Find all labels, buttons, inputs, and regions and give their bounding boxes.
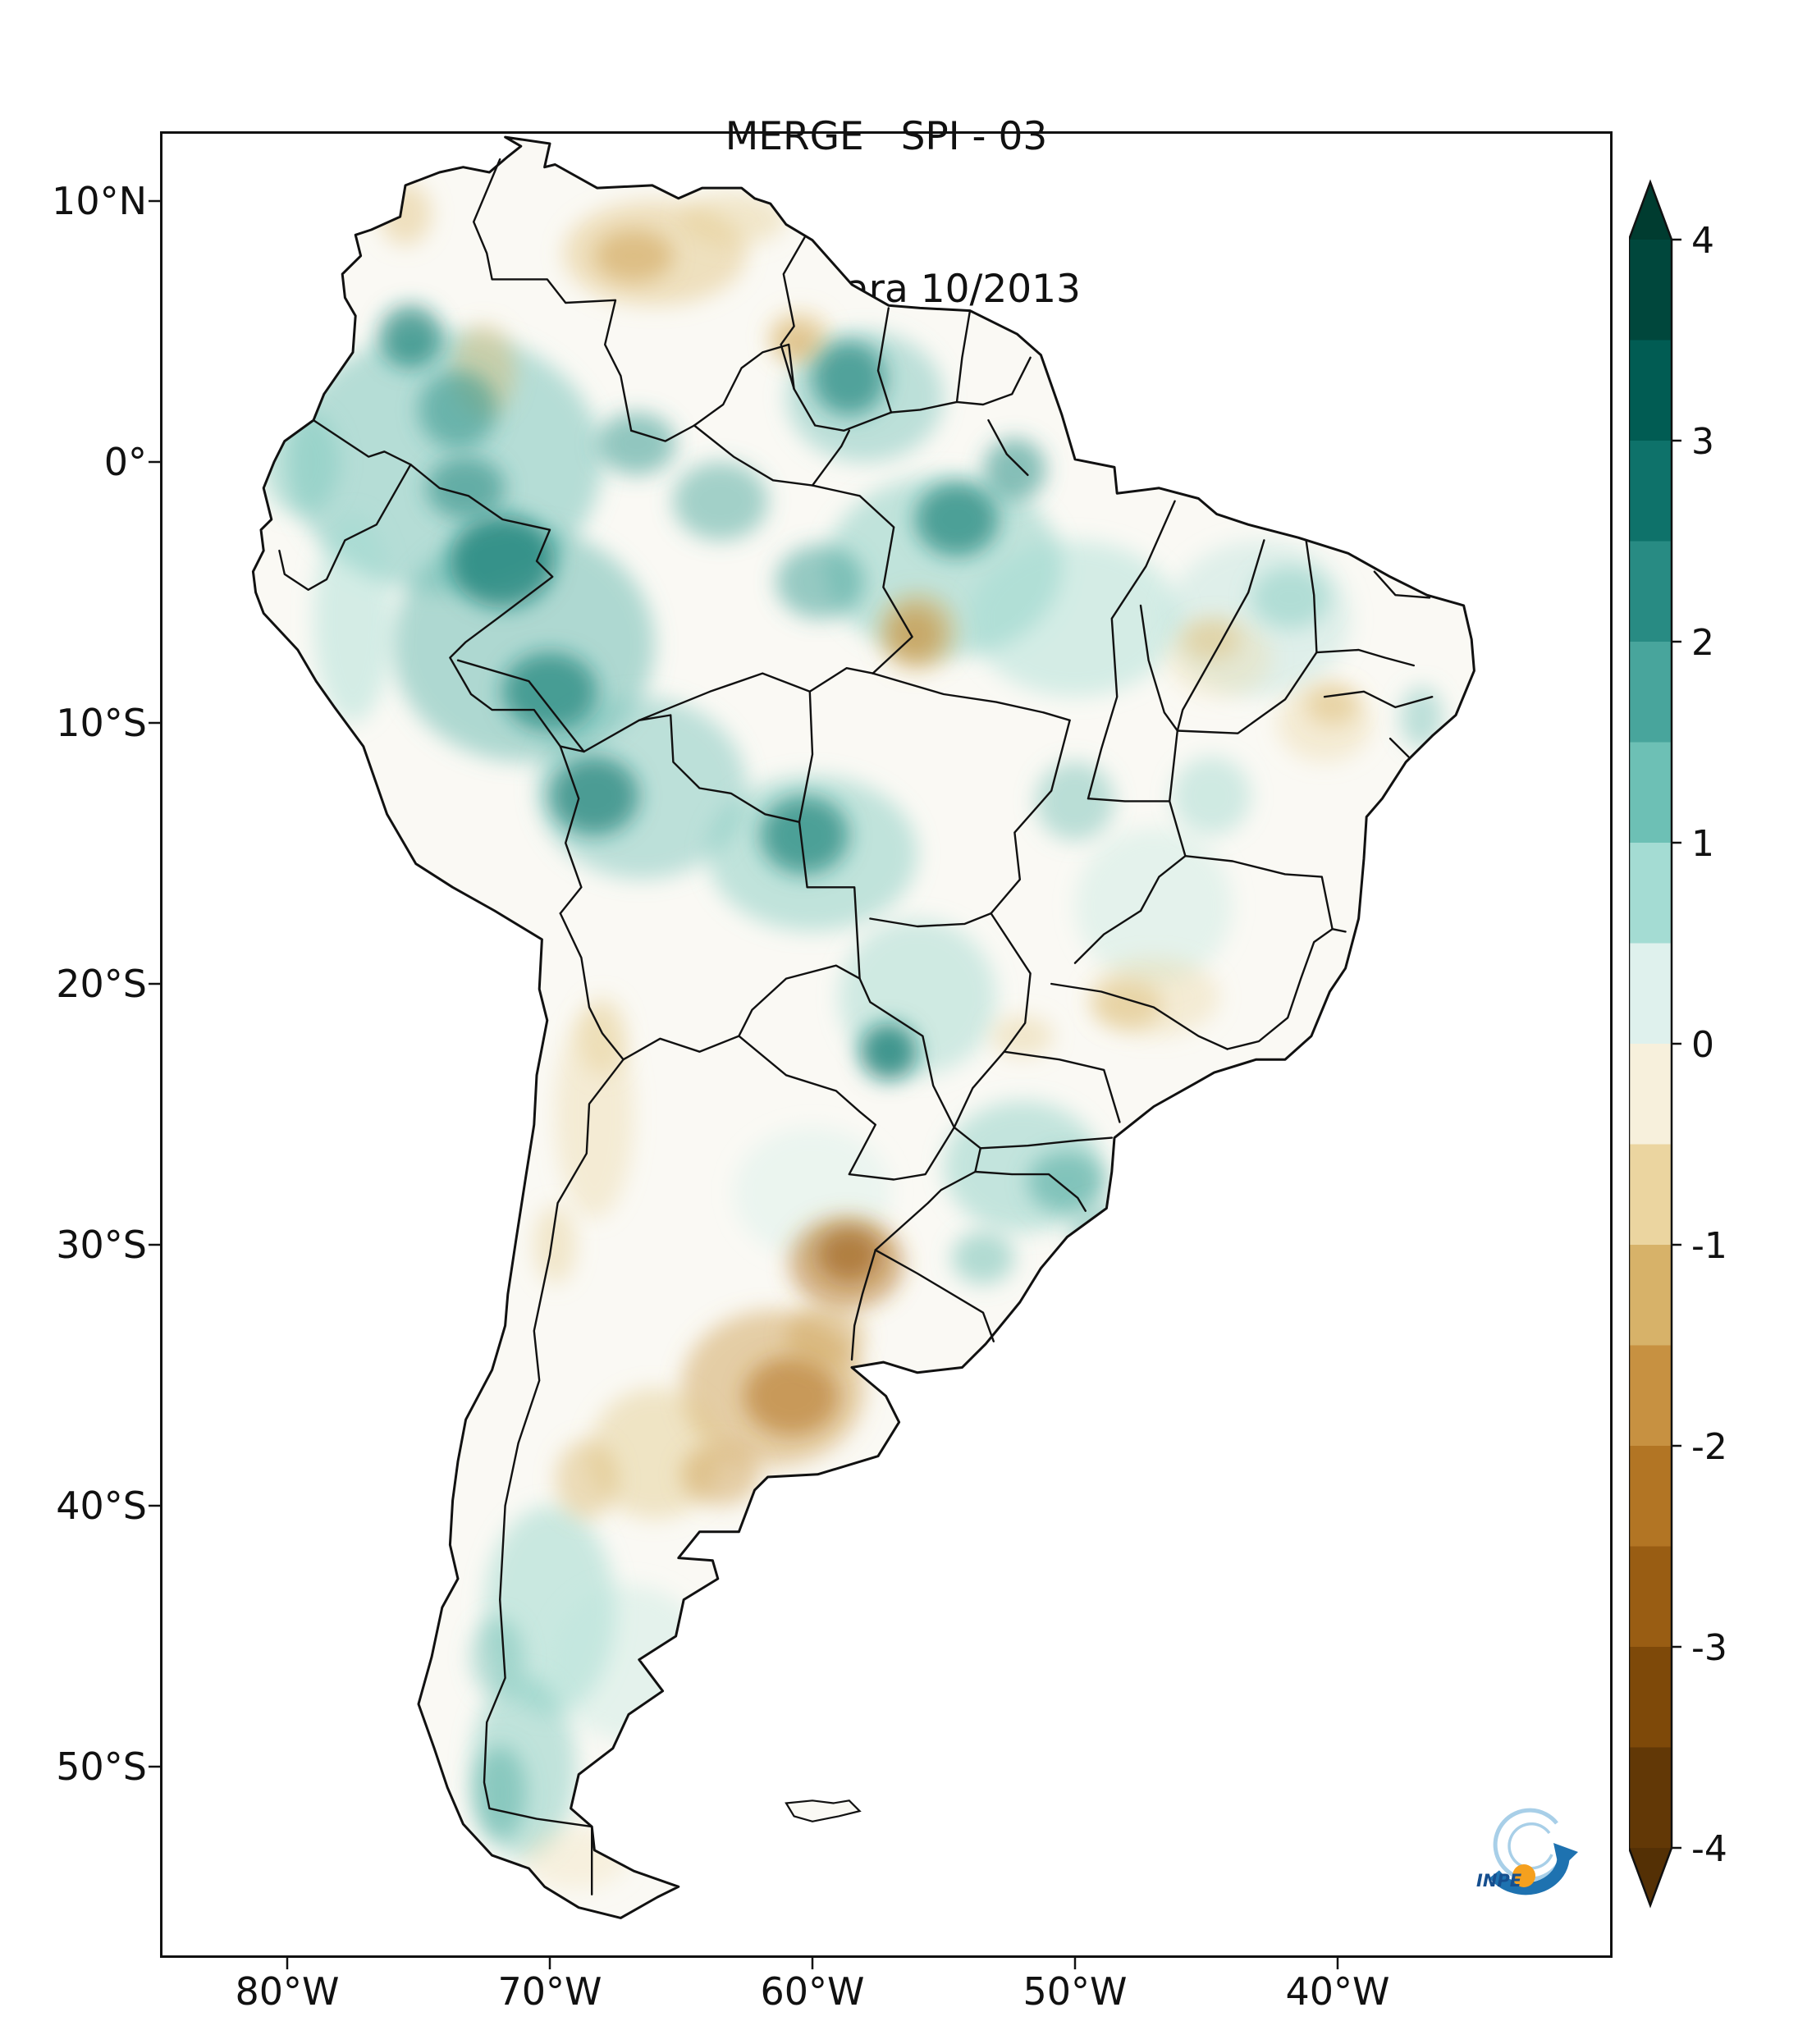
figure-title: MERGE SPI - 03	[725, 114, 1048, 160]
y-tick-label: 10°S	[56, 701, 147, 745]
colorbar-tick-label: -4	[1691, 1828, 1727, 1870]
colorbar-tick-label: 0	[1691, 1024, 1714, 1066]
colorbar: 4 3 2 1 0 -1 -2 -3 -4	[1629, 179, 1727, 1909]
colorbar-tick-label: 4	[1691, 220, 1714, 262]
y-tick-label: 30°S	[56, 1223, 147, 1267]
y-tick-label: 0°	[103, 440, 147, 484]
colorbar-tick-label: -1	[1691, 1225, 1727, 1267]
map-plot-area: INPE	[160, 131, 1613, 1958]
inpe-logo-orange-dot	[1512, 1864, 1535, 1887]
inpe-logo-text: INPE	[1476, 1871, 1522, 1891]
x-tick-label: 60°W	[760, 1969, 865, 2014]
inpe-logo-arrow-head	[1553, 1843, 1578, 1870]
colorbar-tick-label: -2	[1691, 1426, 1727, 1468]
y-tick-label: 40°S	[56, 1484, 147, 1528]
colorbar-tick-label: 2	[1691, 622, 1714, 664]
x-tick-label: 80°W	[235, 1969, 340, 2014]
x-tick-label: 50°W	[1023, 1969, 1128, 2014]
inpe-logo-outer-arc	[1493, 1808, 1564, 1882]
x-tick-label: 40°W	[1285, 1969, 1390, 2014]
inpe-logo-inner-arc	[1507, 1822, 1553, 1870]
colorbar-tick-label: 3	[1691, 421, 1714, 463]
y-tick-label: 50°S	[56, 1744, 147, 1789]
inpe-logo-arrow-body	[1489, 1858, 1570, 1895]
y-tick-label: 20°S	[56, 962, 147, 1006]
y-tick-label: 10°N	[52, 179, 147, 223]
inpe-logo: INPE	[1476, 1808, 1578, 1895]
colorbar-tick-label: -3	[1691, 1627, 1727, 1669]
colorbar-tick-label: 1	[1691, 823, 1714, 865]
x-tick-label: 70°W	[497, 1969, 602, 2014]
map-svg	[160, 131, 1613, 1958]
